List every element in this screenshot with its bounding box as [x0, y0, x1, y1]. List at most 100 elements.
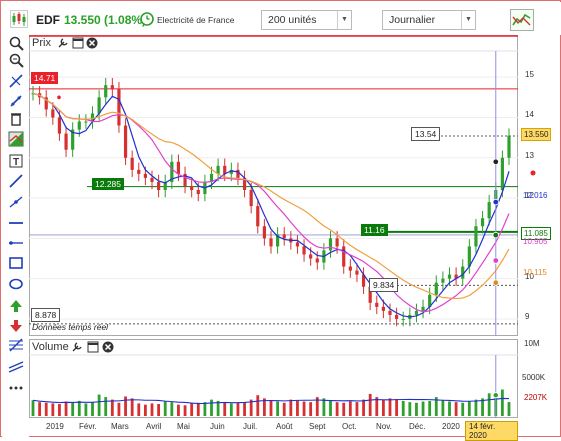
candle-body [295, 242, 300, 247]
zoom-in-icon[interactable] [7, 35, 25, 51]
up-arrow-icon[interactable] [7, 298, 25, 314]
candle-body [474, 226, 478, 247]
price-panel-title: Prix [32, 37, 51, 49]
y-tick: 13 [525, 151, 534, 160]
annotation-11-16[interactable]: 11.16 [361, 224, 388, 236]
candle-body [150, 177, 154, 182]
data-note: Données temps réel [32, 322, 109, 332]
volume-ma-line [32, 397, 510, 405]
units-select[interactable]: 200 unités ▼ [261, 10, 352, 30]
x-tick: Déc. [409, 422, 426, 431]
candle-body [97, 97, 101, 114]
candle-body [77, 121, 81, 130]
volume-bar [467, 401, 471, 416]
volume-label: 2207K [524, 393, 548, 402]
volume-bar [408, 402, 412, 416]
candle-body [375, 302, 379, 307]
indicators-icon[interactable] [510, 9, 534, 31]
theme-icon[interactable] [7, 131, 25, 147]
x-tick: Févr. [79, 422, 97, 431]
more-icon[interactable] [7, 380, 25, 396]
candle-body [381, 306, 385, 311]
down-arrow-icon[interactable] [7, 318, 25, 334]
volume-chart[interactable] [29, 339, 518, 418]
zoom-out-icon[interactable] [7, 52, 25, 68]
volume-bar [64, 401, 68, 416]
x-tick: Nov. [376, 422, 392, 431]
volume-bar [196, 402, 200, 416]
volume-bar [276, 401, 280, 416]
x-tick: Sept [309, 422, 326, 431]
volume-bar [395, 398, 399, 416]
fibonacci-icon[interactable] [7, 337, 25, 353]
clock-icon [140, 12, 154, 26]
volume-bar [84, 403, 88, 416]
ma-mid-line [32, 92, 510, 313]
volume-bar [302, 401, 306, 416]
trash-icon[interactable] [7, 111, 25, 127]
hline-icon[interactable] [7, 215, 25, 231]
x-tick: 2019 [46, 422, 64, 431]
ticker-symbol: EDF [36, 13, 60, 27]
high-marker [57, 95, 61, 100]
minimize-icon[interactable] [72, 37, 84, 49]
volume-bar [203, 402, 207, 416]
wrench-icon[interactable] [71, 341, 83, 353]
candle-body [368, 286, 372, 303]
candle-body [163, 181, 167, 190]
minimize-icon[interactable] [87, 341, 99, 353]
candle-body [110, 85, 114, 90]
volume-bar [71, 402, 75, 416]
period-select[interactable]: Journalier ▼ [382, 10, 476, 30]
channel-icon[interactable] [7, 358, 25, 374]
annotation-12-285[interactable]: 12.285 [92, 178, 124, 190]
volume-bar [256, 395, 260, 416]
cross-cursor-icon[interactable] [7, 93, 25, 109]
candle-body [309, 254, 313, 259]
close-icon[interactable] [86, 37, 98, 49]
volume-bar [249, 399, 253, 416]
candle-body [441, 278, 445, 283]
volume-bar [474, 399, 478, 416]
trendline-icon[interactable] [7, 173, 25, 189]
wrench-icon[interactable] [57, 37, 69, 49]
text-icon[interactable]: T [7, 153, 25, 169]
price-panel: Prix 14.71 8.878 Données temps réel 13.5… [29, 35, 518, 336]
ellipse-icon[interactable] [7, 276, 25, 292]
candle-body [249, 190, 253, 207]
candle-body [242, 177, 247, 190]
chart-type-icon[interactable] [10, 10, 28, 28]
volume-bar [335, 402, 339, 416]
volume-bar [434, 397, 438, 416]
x-tick: 2020 [442, 422, 460, 431]
volume-bar [44, 402, 48, 416]
x-tick: Août [276, 422, 293, 431]
x-axis: 2019 Févr. Mars Avril Mai Juin Juil. Aoû… [29, 419, 518, 441]
candle-body [342, 246, 346, 267]
volume-bar [31, 400, 35, 416]
volume-bar [448, 401, 451, 416]
rectangle-icon[interactable] [7, 255, 25, 271]
ray-icon[interactable] [7, 235, 25, 251]
candle-body [262, 226, 266, 239]
volume-bar [441, 400, 445, 416]
volume-bar [388, 398, 392, 416]
candle-body [454, 274, 458, 279]
annotation-13-54[interactable]: 13.54 [411, 127, 441, 141]
candle-body [176, 161, 181, 174]
volume-bar [157, 404, 161, 416]
crosshair-icon[interactable] [7, 73, 25, 89]
annotation-9-834[interactable]: 9.834 [369, 278, 399, 292]
segment-icon[interactable] [7, 194, 25, 210]
x-tick: Avril [146, 422, 162, 431]
chevron-down-icon: ▼ [337, 11, 351, 29]
price-y-axis: 15 14 13 12 11 10 9 13.550 12.016 11.085… [518, 35, 561, 336]
candle-body [84, 121, 88, 123]
volume-panel-title: Volume [32, 341, 69, 353]
close-icon[interactable] [102, 341, 114, 353]
ma-short-line [32, 92, 510, 318]
company-name: Electricité de France [157, 15, 235, 25]
volume-bar [91, 402, 94, 416]
volume-bar [329, 400, 332, 416]
